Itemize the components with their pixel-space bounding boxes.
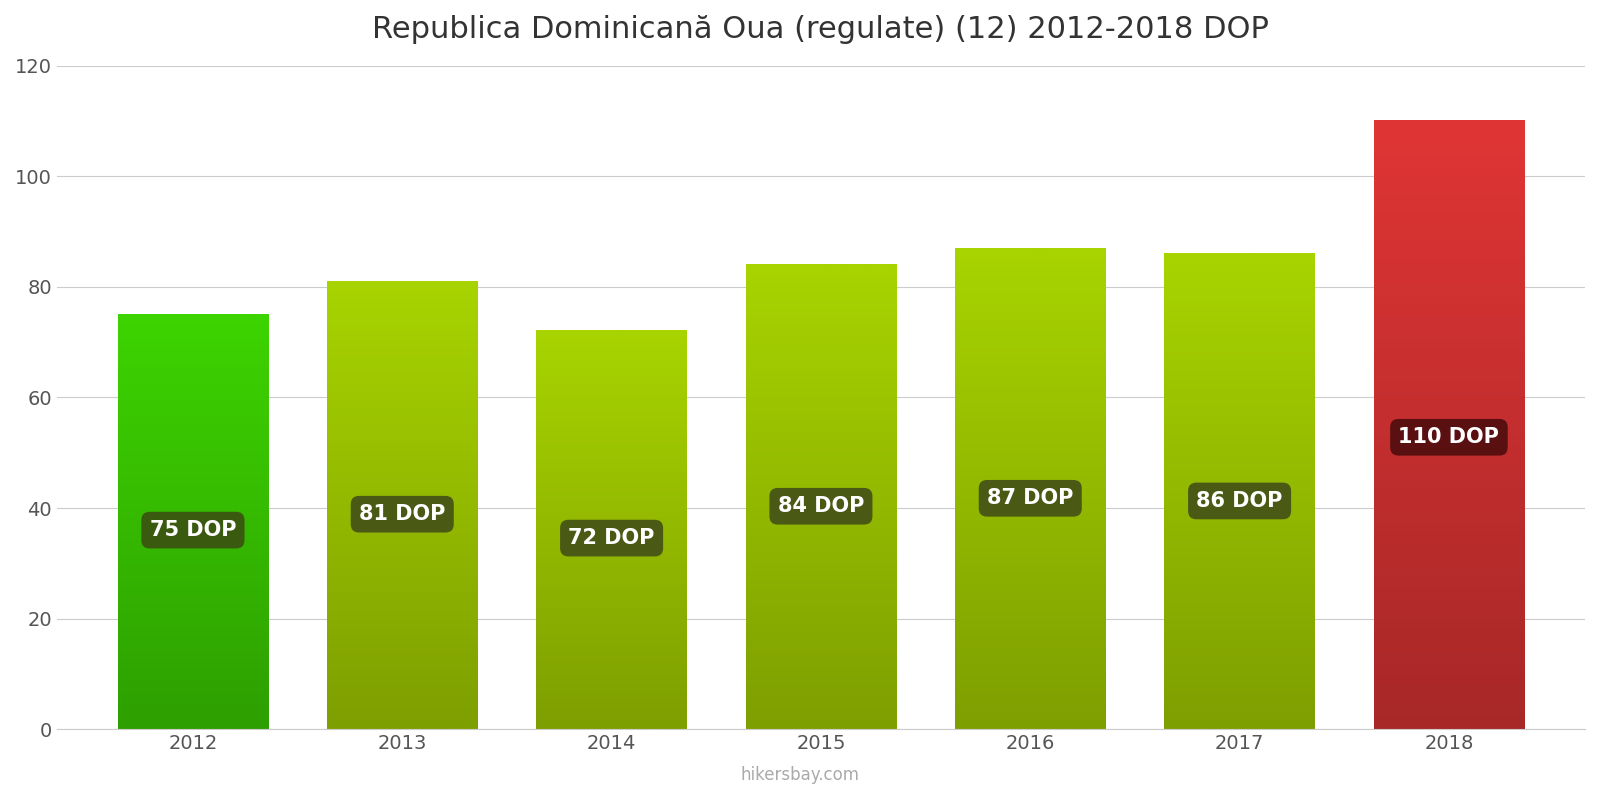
Bar <box>117 314 269 729</box>
Text: 75 DOP: 75 DOP <box>150 520 237 540</box>
Text: 81 DOP: 81 DOP <box>358 504 445 524</box>
Text: 86 DOP: 86 DOP <box>1197 491 1283 511</box>
Bar <box>1373 121 1525 729</box>
Bar <box>326 282 478 729</box>
Text: 84 DOP: 84 DOP <box>778 496 864 516</box>
Text: 72 DOP: 72 DOP <box>568 528 654 548</box>
Bar <box>746 265 896 729</box>
Bar <box>1165 254 1315 729</box>
Bar <box>536 331 686 729</box>
Bar <box>955 248 1106 729</box>
Text: 110 DOP: 110 DOP <box>1398 427 1499 447</box>
Text: hikersbay.com: hikersbay.com <box>741 766 859 784</box>
Text: 87 DOP: 87 DOP <box>987 488 1074 508</box>
Title: Republica Dominicană Oua (regulate) (12) 2012-2018 DOP: Republica Dominicană Oua (regulate) (12)… <box>373 15 1269 44</box>
